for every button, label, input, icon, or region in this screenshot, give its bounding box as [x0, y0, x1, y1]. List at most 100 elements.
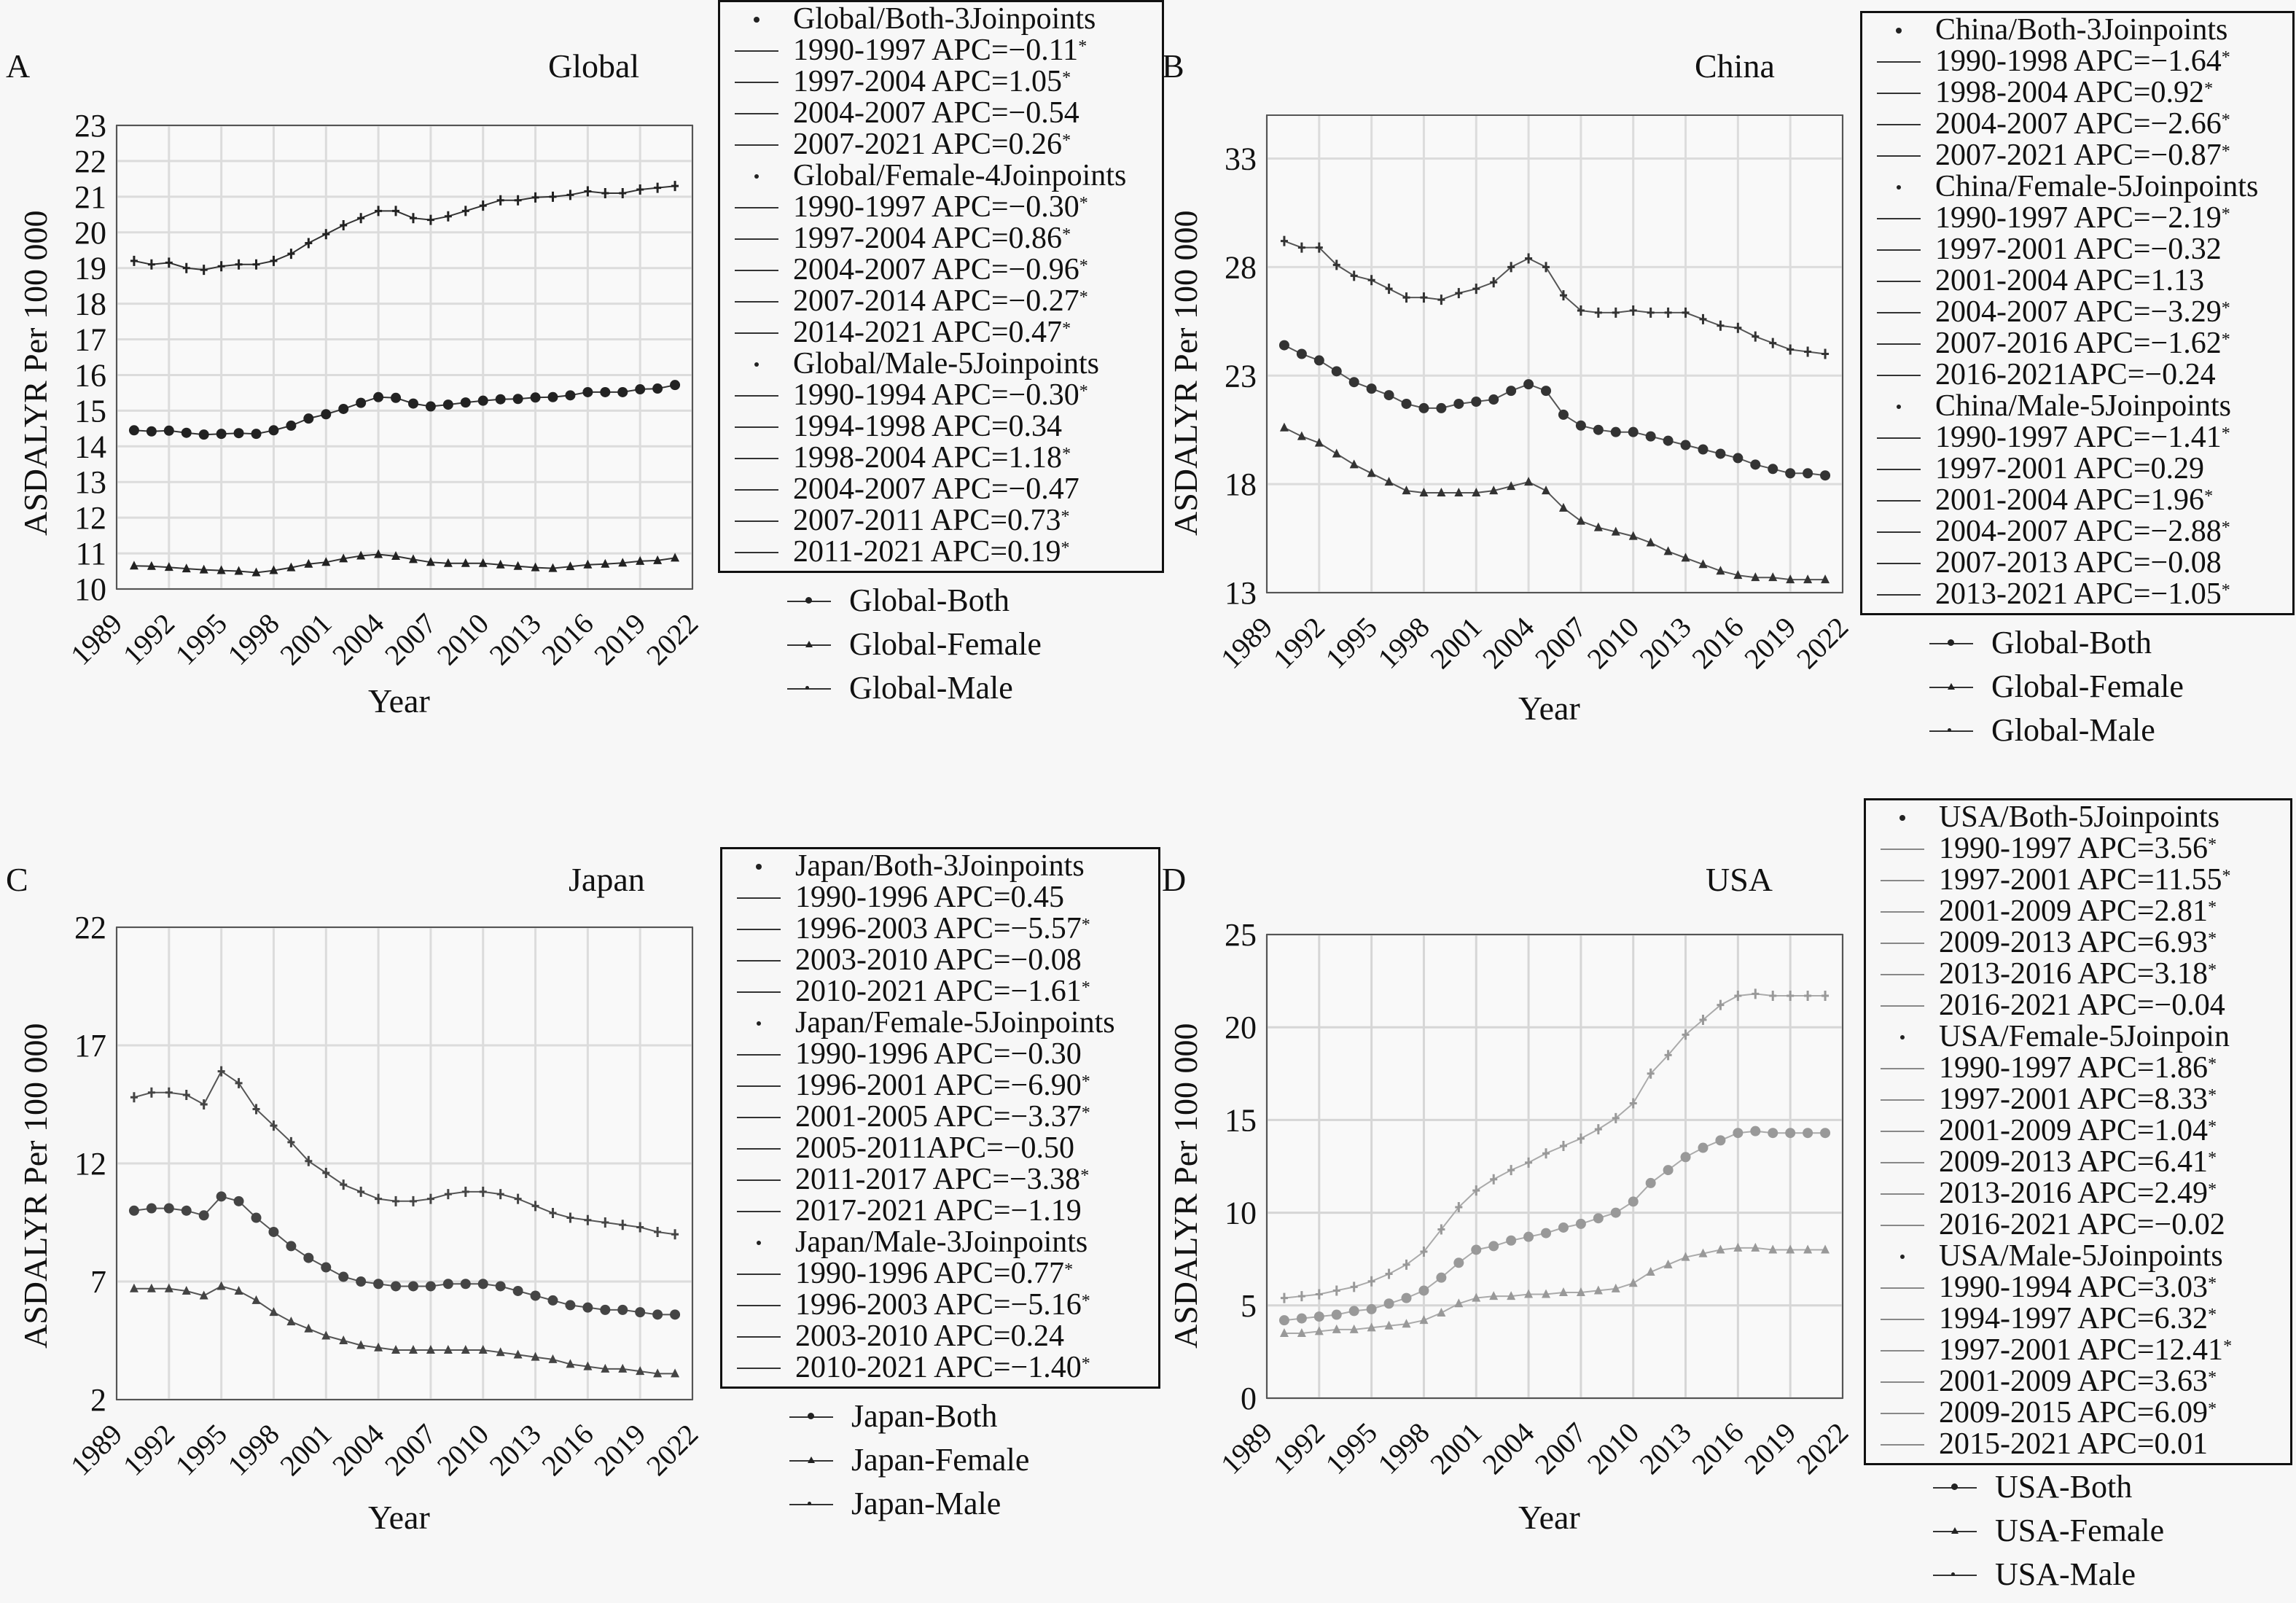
legend-segment-label: 1997-2001 APC=12.41: [1939, 1333, 2224, 1367]
legend-segment-label: 2009-2013 APC=6.93: [1939, 926, 2209, 959]
marker-icon: [720, 362, 793, 367]
legend-segment-label: 2013-2021 APC=−1.05: [1935, 577, 2222, 611]
legend-segment: 2005-2011APC=−0.50: [722, 1133, 1158, 1164]
plot-area: [1266, 934, 1843, 1399]
y-tick-label: 33: [1225, 141, 1257, 177]
data-point: [1419, 488, 1429, 497]
line-icon: [1862, 123, 1935, 125]
line-icon: [720, 238, 793, 240]
panel-letter-b: B: [1162, 47, 1184, 85]
data-point: [408, 554, 418, 563]
legend-segment-label: 1997-2001 APC=0.29: [1935, 452, 2205, 485]
series-marker-icon: [784, 593, 835, 608]
series-legend-label: Global-Male: [1991, 712, 2155, 748]
legend-segment-label: 1996-2003 APC=−5.16: [795, 1288, 1082, 1322]
data-point: [531, 1352, 540, 1361]
data-point: [1559, 1141, 1567, 1152]
data-point: [1383, 1298, 1394, 1309]
data-point: [321, 409, 332, 420]
significance-asterisk: *: [1061, 539, 1070, 558]
data-point: [426, 1193, 434, 1204]
data-point: [1787, 344, 1795, 355]
legend-segment: 2011-2021 APC=0.19 *: [720, 537, 1162, 568]
data-point: [514, 195, 522, 206]
data-point: [1785, 468, 1796, 479]
marker-icon: [722, 1240, 795, 1245]
data-point: [1506, 386, 1517, 397]
data-point: [1593, 1213, 1604, 1224]
significance-asterisk: *: [2208, 1055, 2217, 1074]
marker-icon: [1862, 184, 1935, 190]
legend-segment: 2004-2007 APC=−2.88 *: [1862, 516, 2292, 547]
data-point: [303, 1252, 314, 1263]
legend-segment: 1996-2003 APC=−5.57 *: [722, 913, 1158, 945]
data-point: [1734, 990, 1742, 1001]
data-point: [305, 238, 313, 249]
data-point: [652, 1309, 663, 1320]
data-point: [1680, 1152, 1691, 1163]
y-tick-label: 20: [1225, 1010, 1257, 1045]
series-marker-icon: [784, 637, 835, 652]
series-china-male: [1280, 235, 1830, 359]
y-tick-label: 5: [1241, 1288, 1257, 1324]
data-point: [1680, 440, 1691, 451]
legend-segment-label: 2010-2021 APC=−1.40: [795, 1351, 1082, 1384]
y-tick-label: 21: [74, 179, 106, 215]
legend-segment-label: 2016-2021 APC=−0.02: [1939, 1208, 2225, 1241]
legend-segment-label: 2011-2021 APC=0.19: [793, 535, 1061, 569]
data-point: [304, 1323, 313, 1333]
data-point: [1663, 435, 1674, 446]
data-point: [408, 1344, 418, 1354]
data-point: [252, 259, 260, 270]
significance-asterisk: *: [2208, 1306, 2217, 1325]
x-tick-label: 2013: [1633, 1416, 1698, 1481]
significance-asterisk: *: [2222, 867, 2231, 886]
legend-column-b: China/Both-3Joinpoints 1990-1998 APC=−1.6…: [1860, 11, 2295, 752]
legend-segment: 2007-2013 APC=−0.08: [1862, 547, 2292, 579]
legend-segment-label: 2014-2021 APC=0.47: [793, 316, 1063, 349]
series-legend-item: USA-Male: [1929, 1553, 2292, 1596]
data-point: [147, 1283, 156, 1292]
data-point: [1471, 1244, 1482, 1255]
line-icon: [1862, 217, 1935, 219]
legend-segment-label: 2003-2010 APC=0.24: [795, 1319, 1065, 1353]
line-icon: [1862, 343, 1935, 345]
legend-column-d: USA/Both-5Joinpoints 1990-1997 APC=3.56 * 1…: [1864, 798, 2292, 1596]
data-point: [566, 1212, 574, 1223]
series-legend-item: Global-Both: [1926, 621, 2295, 665]
data-point: [130, 255, 138, 266]
legend-group-label: USA/Female-5Joinpoin: [1939, 1020, 2230, 1053]
data-point: [1314, 1326, 1324, 1335]
series-legend-label: Global-Both: [849, 582, 1010, 618]
line-icon: [722, 1085, 795, 1087]
line-icon: [720, 551, 793, 553]
series-legend-b: Global-Both Global-Female Global-Male: [1860, 621, 2295, 752]
legend-segment: 1990-1997 APC=−1.41 *: [1862, 422, 2292, 453]
chart-panel-d: 1989199219951998200120042007201020132016…: [1214, 917, 1854, 1481]
data-point: [1420, 292, 1428, 303]
data-point: [460, 397, 471, 408]
significance-asterisk: *: [1062, 131, 1071, 150]
data-point: [1525, 1157, 1533, 1168]
legend-segment-label: 1990-1997 APC=−1.41: [1935, 421, 2222, 454]
data-point: [1367, 275, 1375, 286]
data-point: [426, 557, 435, 566]
data-point: [617, 386, 628, 397]
data-point: [1297, 242, 1305, 253]
data-point: [1506, 1235, 1517, 1246]
x-tick-label: 1995: [1319, 611, 1383, 675]
data-point: [217, 261, 225, 272]
chart-panel-c: 1989199219951998200120042007201020132016…: [64, 910, 704, 1482]
data-point: [1576, 1287, 1585, 1296]
significance-asterisk: *: [1078, 37, 1088, 56]
significance-asterisk: *: [2208, 1400, 2217, 1419]
data-point: [1682, 1029, 1690, 1040]
data-point: [163, 425, 174, 436]
data-point: [129, 1283, 138, 1292]
data-point: [653, 555, 663, 564]
legend-group-header: Japan/Both-3Joinpoints: [722, 851, 1158, 882]
legend-segment-label: 2005-2011APC=−0.50: [795, 1131, 1075, 1165]
legend-group-header: China/Male-5Joinpoints: [1862, 391, 2292, 422]
data-point: [1821, 574, 1830, 584]
line-icon: [720, 300, 793, 303]
